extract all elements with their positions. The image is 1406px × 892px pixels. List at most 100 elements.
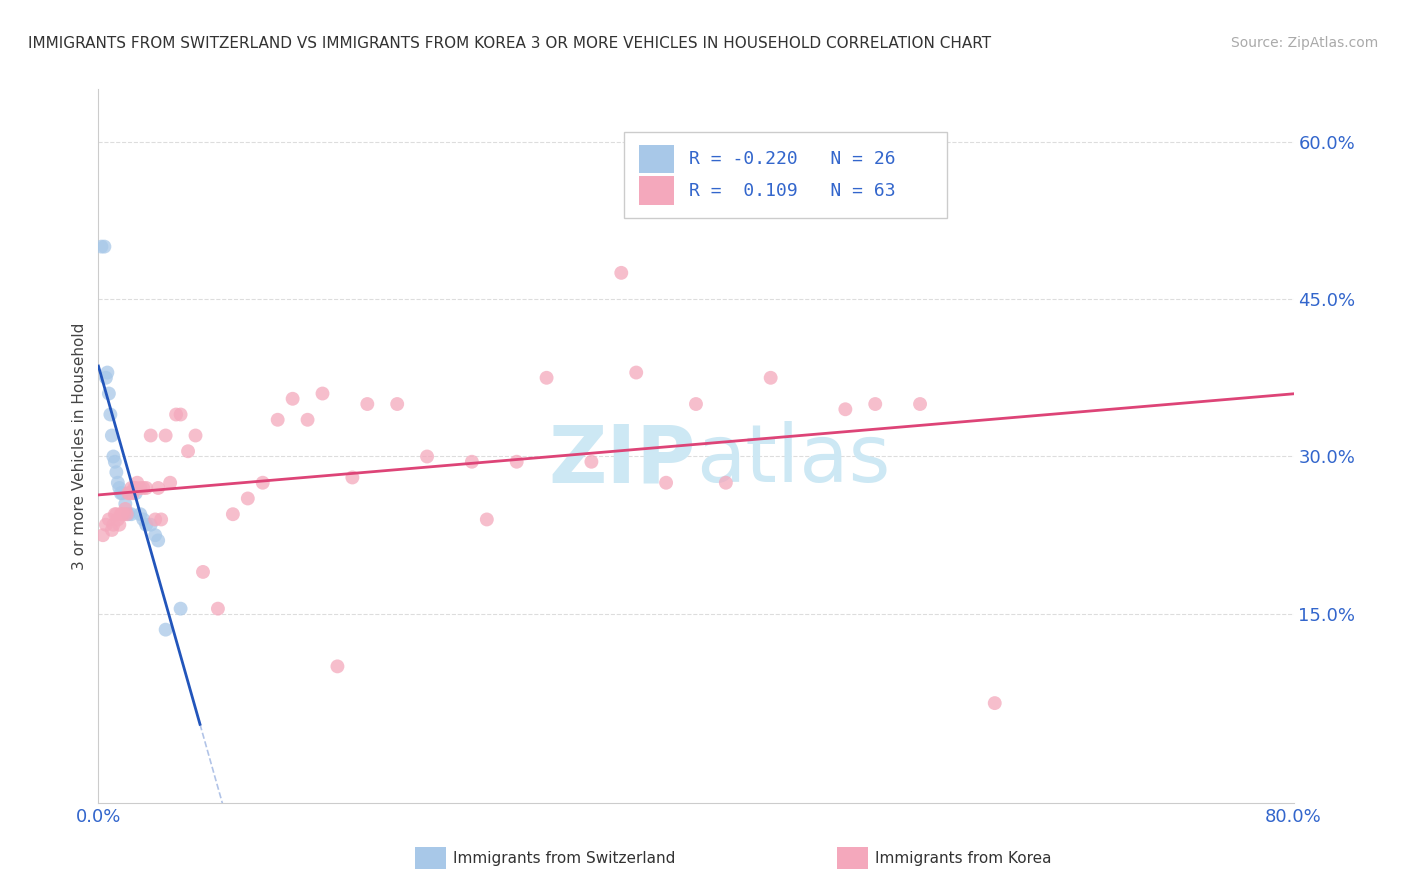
Point [150, 512, 173, 526]
Point [110, 507, 132, 521]
Point [111, 486, 134, 500]
Point [177, 444, 200, 458]
Text: Immigrants from Switzerland: Immigrants from Switzerland [453, 851, 675, 865]
Point [311, 386, 333, 401]
Bar [638, 177, 675, 205]
Point [129, 507, 152, 521]
Point [107, 475, 129, 490]
Point [105, 507, 128, 521]
Point [714, 475, 737, 490]
Point [91, 528, 114, 542]
Point [112, 507, 135, 521]
Point [117, 486, 139, 500]
Point [118, 486, 141, 500]
Point [121, 486, 143, 500]
Point [281, 392, 304, 406]
Point [120, 481, 142, 495]
Point [139, 428, 162, 442]
Point [93, 239, 115, 253]
Point [385, 397, 409, 411]
Text: IMMIGRANTS FROM SWITZERLAND VS IMMIGRANTS FROM KOREA 3 OR MORE VEHICLES IN HOUSE: IMMIGRANTS FROM SWITZERLAND VS IMMIGRANT… [28, 36, 991, 51]
Point [115, 507, 138, 521]
Point [184, 428, 207, 442]
Point [326, 659, 349, 673]
Point [94, 517, 117, 532]
Point [148, 481, 170, 495]
Point [97, 512, 120, 526]
Point [127, 475, 149, 490]
Point [461, 455, 484, 469]
Point [908, 397, 931, 411]
FancyBboxPatch shape [624, 132, 948, 218]
Point [132, 512, 155, 526]
Point [120, 507, 142, 521]
Point [297, 413, 319, 427]
Point [104, 455, 127, 469]
Point [143, 512, 166, 526]
Point [267, 413, 290, 427]
Point [236, 491, 259, 506]
Point [117, 507, 139, 521]
Point [104, 507, 127, 521]
Point [129, 481, 152, 495]
Point [98, 408, 122, 422]
Point [165, 408, 187, 422]
Text: R =  0.109   N = 63: R = 0.109 N = 63 [689, 182, 896, 200]
Point [101, 428, 124, 442]
Point [536, 371, 558, 385]
Point [132, 481, 155, 495]
Point [94, 371, 117, 385]
Point [207, 601, 229, 615]
Point [356, 397, 378, 411]
Point [124, 481, 146, 495]
Point [103, 517, 125, 532]
Point [984, 696, 1007, 710]
Point [834, 402, 856, 417]
Point [581, 455, 603, 469]
Text: atlas: atlas [696, 421, 890, 500]
Point [252, 475, 274, 490]
Point [135, 481, 157, 495]
Point [143, 528, 166, 542]
Point [107, 512, 129, 526]
Point [159, 475, 181, 490]
Text: Immigrants from Korea: Immigrants from Korea [875, 851, 1052, 865]
Point [114, 497, 136, 511]
Point [475, 512, 498, 526]
Text: ZIP: ZIP [548, 421, 696, 500]
Point [110, 486, 132, 500]
Point [865, 397, 887, 411]
Point [108, 481, 131, 495]
Point [125, 481, 148, 495]
Point [342, 470, 364, 484]
Point [105, 465, 128, 479]
Point [148, 533, 170, 548]
Point [108, 517, 131, 532]
Point [114, 502, 136, 516]
Bar [638, 145, 675, 173]
Point [155, 623, 177, 637]
Point [655, 475, 678, 490]
Point [685, 397, 707, 411]
Point [191, 565, 214, 579]
Point [759, 371, 782, 385]
Text: R = -0.220   N = 26: R = -0.220 N = 26 [689, 150, 896, 168]
Point [101, 523, 124, 537]
Point [97, 386, 120, 401]
Point [155, 428, 177, 442]
Point [506, 455, 529, 469]
Point [96, 366, 118, 380]
Point [610, 266, 633, 280]
Point [626, 366, 648, 380]
Point [416, 450, 439, 464]
Point [90, 239, 112, 253]
Point [222, 507, 245, 521]
Point [169, 601, 191, 615]
Text: Source: ZipAtlas.com: Source: ZipAtlas.com [1230, 36, 1378, 50]
Point [135, 517, 157, 532]
Point [125, 486, 148, 500]
Point [169, 408, 191, 422]
Point [103, 450, 125, 464]
Point [111, 507, 134, 521]
Point [139, 517, 162, 532]
